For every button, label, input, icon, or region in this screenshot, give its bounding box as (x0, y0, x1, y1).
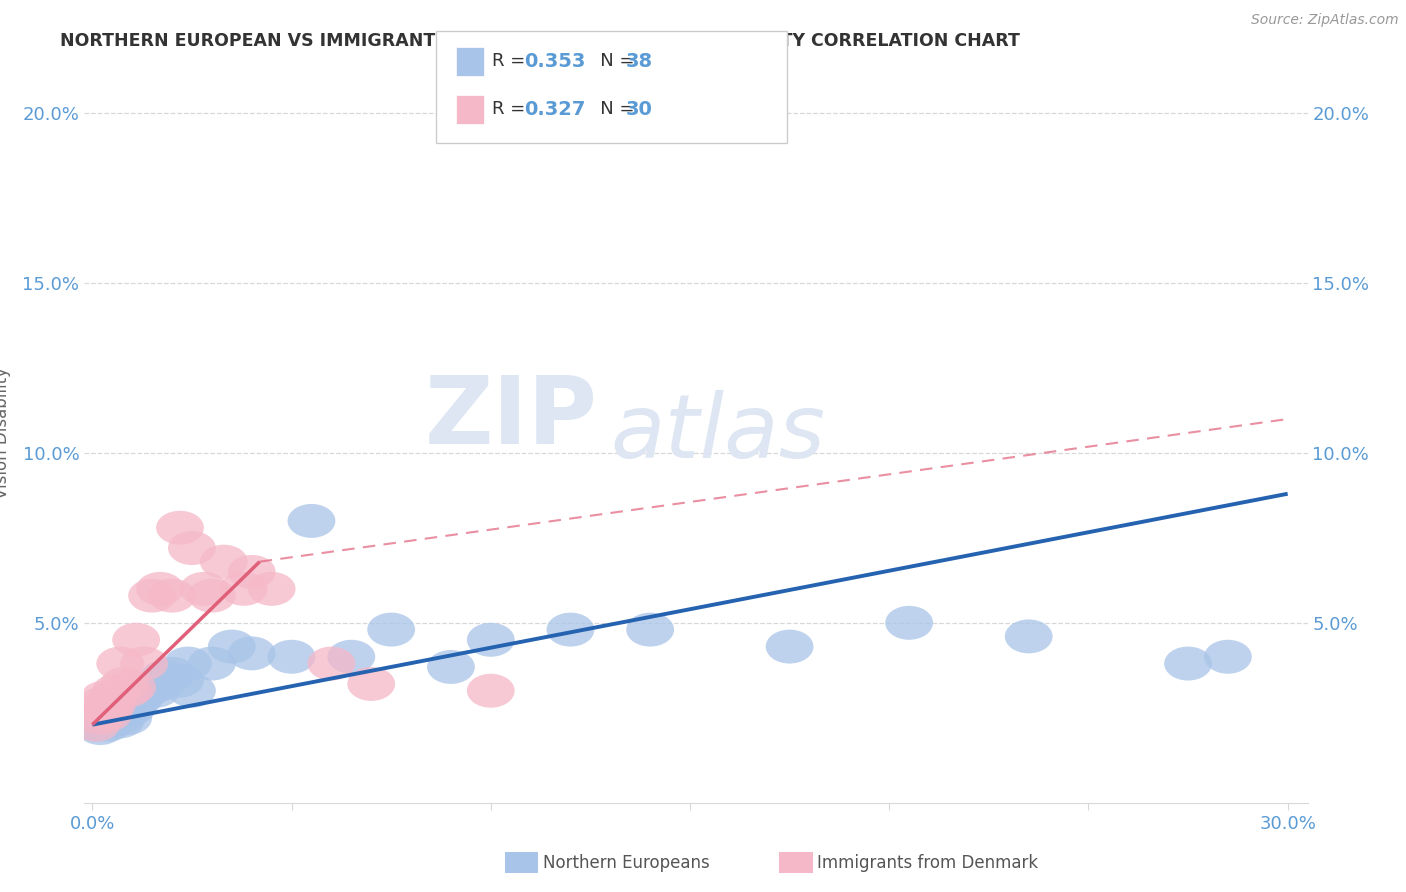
Ellipse shape (200, 545, 247, 579)
Ellipse shape (169, 531, 217, 565)
Ellipse shape (467, 673, 515, 707)
Ellipse shape (148, 579, 195, 613)
Text: Northern Europeans: Northern Europeans (543, 854, 710, 871)
Ellipse shape (80, 690, 128, 724)
Text: atlas: atlas (610, 390, 825, 475)
Text: 30: 30 (626, 100, 652, 119)
Ellipse shape (1164, 647, 1212, 681)
Ellipse shape (128, 579, 176, 613)
Text: 0.327: 0.327 (524, 100, 586, 119)
Ellipse shape (112, 684, 160, 718)
Ellipse shape (128, 671, 176, 705)
Ellipse shape (100, 667, 148, 701)
Ellipse shape (80, 681, 128, 714)
Ellipse shape (1005, 619, 1053, 653)
Ellipse shape (84, 698, 132, 731)
Ellipse shape (288, 504, 336, 538)
Ellipse shape (136, 667, 184, 701)
Ellipse shape (93, 673, 141, 707)
Text: R =: R = (492, 53, 531, 70)
Text: R =: R = (492, 101, 531, 119)
Ellipse shape (886, 606, 934, 640)
Ellipse shape (328, 640, 375, 673)
Ellipse shape (188, 647, 236, 681)
Ellipse shape (72, 707, 121, 741)
Ellipse shape (1204, 640, 1251, 673)
Text: 38: 38 (626, 52, 652, 70)
Ellipse shape (180, 572, 228, 606)
Ellipse shape (427, 650, 475, 684)
Text: Immigrants from Denmark: Immigrants from Denmark (817, 854, 1038, 871)
Ellipse shape (97, 705, 145, 739)
Ellipse shape (219, 572, 267, 606)
Ellipse shape (112, 623, 160, 657)
Ellipse shape (89, 705, 136, 739)
Ellipse shape (121, 673, 169, 707)
Ellipse shape (84, 690, 132, 724)
Ellipse shape (117, 681, 165, 714)
Ellipse shape (148, 657, 195, 690)
Text: N =: N = (583, 53, 641, 70)
Text: ZIP: ZIP (425, 372, 598, 464)
Ellipse shape (165, 647, 212, 681)
Ellipse shape (308, 647, 356, 681)
Ellipse shape (467, 623, 515, 657)
Ellipse shape (100, 698, 148, 731)
Ellipse shape (228, 555, 276, 589)
Ellipse shape (132, 673, 180, 707)
Ellipse shape (547, 613, 595, 647)
Ellipse shape (228, 636, 276, 671)
Ellipse shape (367, 613, 415, 647)
Ellipse shape (104, 701, 152, 735)
Ellipse shape (766, 630, 814, 664)
Ellipse shape (169, 673, 217, 707)
Ellipse shape (76, 701, 124, 735)
Text: N =: N = (583, 101, 641, 119)
Ellipse shape (89, 688, 136, 722)
Ellipse shape (76, 688, 124, 722)
Ellipse shape (156, 664, 204, 698)
Y-axis label: Vision Disability: Vision Disability (0, 367, 11, 499)
Text: Source: ZipAtlas.com: Source: ZipAtlas.com (1251, 13, 1399, 28)
Ellipse shape (121, 647, 169, 681)
Ellipse shape (104, 673, 152, 707)
Ellipse shape (97, 647, 145, 681)
Ellipse shape (108, 690, 156, 724)
Ellipse shape (89, 681, 136, 714)
Ellipse shape (188, 579, 236, 613)
Ellipse shape (89, 698, 136, 731)
Text: 0.353: 0.353 (524, 52, 586, 70)
Ellipse shape (108, 671, 156, 705)
Text: NORTHERN EUROPEAN VS IMMIGRANTS FROM DENMARK VISION DISABILITY CORRELATION CHART: NORTHERN EUROPEAN VS IMMIGRANTS FROM DEN… (60, 32, 1019, 50)
Ellipse shape (347, 667, 395, 701)
Ellipse shape (136, 572, 184, 606)
Ellipse shape (84, 707, 132, 741)
Ellipse shape (626, 613, 673, 647)
Ellipse shape (93, 701, 141, 735)
Ellipse shape (247, 572, 295, 606)
Ellipse shape (76, 711, 124, 745)
Ellipse shape (267, 640, 315, 673)
Ellipse shape (80, 705, 128, 739)
Ellipse shape (208, 630, 256, 664)
Ellipse shape (72, 707, 121, 741)
Ellipse shape (156, 511, 204, 545)
Ellipse shape (141, 660, 188, 694)
